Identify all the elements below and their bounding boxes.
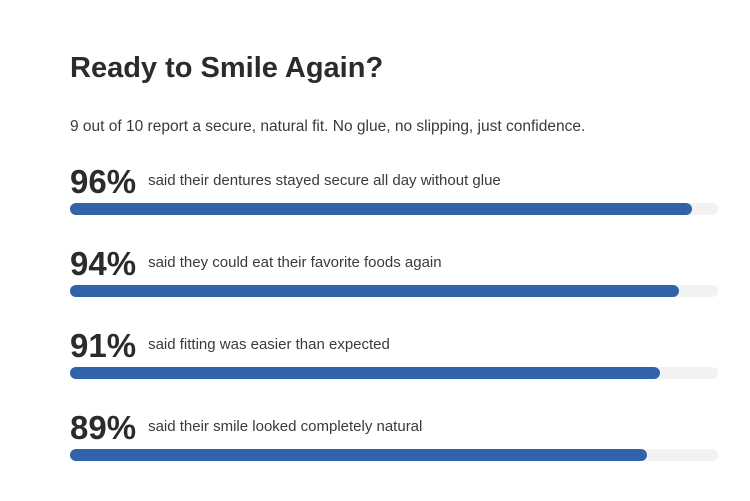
stat-description: said their dentures stayed secure all da… <box>148 172 501 189</box>
stat-description: said they could eat their favorite foods… <box>148 254 442 271</box>
stat-description: said their smile looked completely natur… <box>148 418 423 435</box>
value-label: 96% <box>70 163 137 200</box>
stat-row: 91% said fitting was easier than expected <box>70 327 718 379</box>
bar <box>70 203 693 215</box>
subtitle: 9 out of 10 report a secure, natural fit… <box>70 118 586 135</box>
stat-description: said fitting was easier than expected <box>148 336 390 353</box>
stat-header: 89% said their smile looked completely na… <box>70 409 718 449</box>
title: Ready to Smile Again? <box>70 52 384 84</box>
bar <box>70 285 680 297</box>
stat-header: 94% said they could eat their favorite fo… <box>70 245 718 285</box>
bar-track <box>70 367 718 379</box>
bar <box>70 367 660 379</box>
bar-track <box>70 449 718 461</box>
stat-header: 91% said fitting was easier than expected <box>70 327 718 367</box>
value-label: 89% <box>70 409 137 446</box>
stat-header: 96% said their dentures stayed secure all… <box>70 163 718 203</box>
bar <box>70 449 647 461</box>
value-label: 91% <box>70 327 137 364</box>
stat-row: 96% said their dentures stayed secure all… <box>70 163 718 215</box>
bar-track <box>70 285 718 297</box>
stat-row: 94% said they could eat their favorite fo… <box>70 245 718 297</box>
stat-row: 89% said their smile looked completely na… <box>70 409 718 461</box>
value-label: 94% <box>70 245 137 282</box>
bar-track <box>70 203 718 215</box>
